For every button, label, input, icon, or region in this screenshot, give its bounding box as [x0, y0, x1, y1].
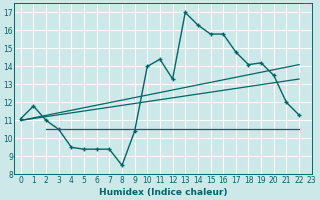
X-axis label: Humidex (Indice chaleur): Humidex (Indice chaleur)	[99, 188, 227, 197]
